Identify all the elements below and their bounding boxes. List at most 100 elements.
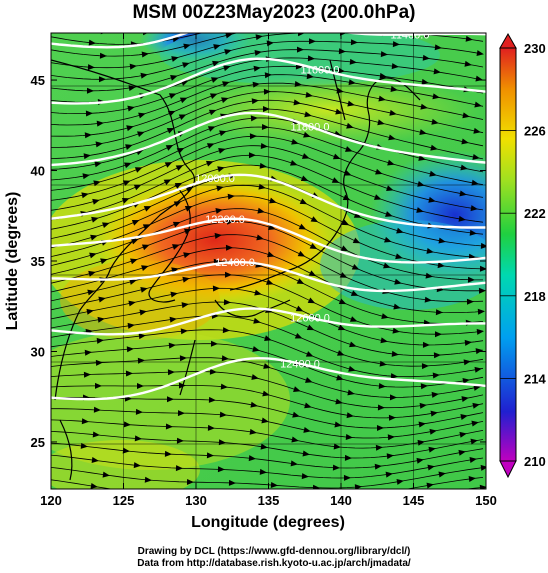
wind-arrowhead <box>390 373 398 380</box>
wind-arrowhead <box>420 383 428 390</box>
wind-arrowhead <box>348 79 356 86</box>
wind-arrowhead <box>417 180 425 187</box>
contour-label: 11800.0 <box>291 121 330 133</box>
wind-arrowhead <box>210 340 218 347</box>
colorbar: 210 214 218 222 226 230 <box>499 32 546 479</box>
wind-arrowhead <box>345 434 353 440</box>
wind-arrowhead <box>337 324 346 331</box>
wind-arrowhead <box>309 243 318 250</box>
wind-arrowhead <box>86 87 94 94</box>
wind-arrowhead <box>218 148 226 154</box>
wind-arrowhead <box>87 64 95 71</box>
contour-label: 11400.0 <box>391 30 430 42</box>
wind-arrowhead <box>89 509 97 516</box>
wind-arrowhead <box>177 410 185 417</box>
wind-arrowhead <box>298 223 307 230</box>
streamline <box>51 287 484 346</box>
wind-arrowhead <box>474 101 482 108</box>
wind-arrowhead <box>388 134 396 141</box>
wind-arrowhead <box>128 300 136 307</box>
wind-arrowhead <box>99 52 107 59</box>
wind-arrowhead <box>223 299 231 306</box>
y-tick-label: 45 <box>31 73 45 88</box>
wind-arrowhead <box>393 303 401 310</box>
wind-arrowhead <box>270 482 278 488</box>
wind-arrowhead <box>84 132 92 139</box>
wind-arrowhead <box>134 167 143 173</box>
wind-arrowhead <box>122 447 130 454</box>
wind-arrowhead <box>306 73 314 80</box>
wind-arrowhead <box>389 109 397 116</box>
wind-arrowhead <box>459 190 467 197</box>
wind-arrowhead <box>221 355 229 362</box>
wind-arrowhead <box>291 436 299 443</box>
wind-arrowhead <box>464 60 472 67</box>
height-contour <box>51 111 486 167</box>
contour-label: 12600.0 <box>290 313 330 325</box>
wind-arrowhead <box>438 471 446 478</box>
wind-arrowhead <box>311 5 318 11</box>
wind-arrowhead <box>388 414 396 421</box>
wind-arrowhead <box>207 126 216 132</box>
wind-arrowhead <box>268 224 276 230</box>
wind-arrowhead <box>95 141 103 148</box>
wind-arrowhead <box>93 180 101 187</box>
wind-arrowhead <box>214 25 222 32</box>
wind-arrowhead <box>143 206 152 212</box>
wind-arrowhead <box>435 309 443 316</box>
wind-arrowhead <box>301 495 308 501</box>
wind-arrowhead <box>86 308 94 315</box>
wind-arrowhead <box>223 65 231 72</box>
wind-arrowhead <box>137 131 145 138</box>
wind-arrowhead <box>214 232 222 239</box>
streamline <box>51 65 484 114</box>
wind-arrowhead <box>121 197 130 204</box>
wind-arrowhead <box>122 180 131 187</box>
wind-arrowhead <box>87 289 95 296</box>
wind-arrowhead <box>479 484 486 489</box>
wind-arrowhead <box>127 105 135 112</box>
streamline <box>122 33 136 34</box>
wind-arrowhead <box>461 138 469 145</box>
wind-arrowhead <box>80 442 88 449</box>
wind-arrowhead <box>167 110 176 117</box>
wind-arrowhead <box>470 205 478 212</box>
wind-arrowhead <box>377 119 385 126</box>
wind-arrowhead <box>173 201 182 207</box>
wind-arrowhead <box>394 20 401 26</box>
wind-arrowhead <box>334 421 342 428</box>
wind-arrowhead <box>249 428 257 435</box>
wind-arrowhead <box>335 398 343 405</box>
wind-arrowhead <box>133 184 142 191</box>
wind-arrowhead <box>294 332 303 339</box>
wind-arrowhead <box>469 457 477 463</box>
wind-arrowhead <box>174 518 181 524</box>
wind-arrowhead <box>422 54 430 61</box>
wind-arrowhead <box>378 95 386 102</box>
wind-arrowhead <box>373 194 382 200</box>
wind-arrowhead <box>262 106 270 112</box>
wind-arrowhead <box>133 462 141 469</box>
wind-arrowhead <box>375 444 383 451</box>
wind-arrowhead <box>81 418 89 425</box>
wind-arrowhead <box>438 237 446 244</box>
wind-arrowhead <box>175 492 182 498</box>
credit-data: Data from http://database.rish.kyoto-u.a… <box>137 558 411 569</box>
x-tick-label: 135 <box>258 493 280 508</box>
height-contour <box>51 217 486 264</box>
wind-arrowhead <box>267 251 275 258</box>
wind-arrowhead <box>350 290 359 296</box>
wind-arrowhead <box>299 14 306 20</box>
wind-arrowhead <box>472 402 480 409</box>
wind-arrowhead <box>478 25 486 32</box>
x-tick-label: 140 <box>330 493 352 508</box>
wind-arrowhead <box>458 215 466 222</box>
wind-arrowhead <box>268 24 276 31</box>
credits: Drawing by DCL (https://www.gfd-dennou.o… <box>0 546 548 570</box>
wind-arrowhead <box>395 253 403 260</box>
wind-arrowhead <box>88 39 96 46</box>
wind-arrowhead <box>383 10 390 16</box>
x-axis-label: Longitude (degrees) <box>191 514 345 531</box>
wind-arrowhead <box>424 296 432 303</box>
